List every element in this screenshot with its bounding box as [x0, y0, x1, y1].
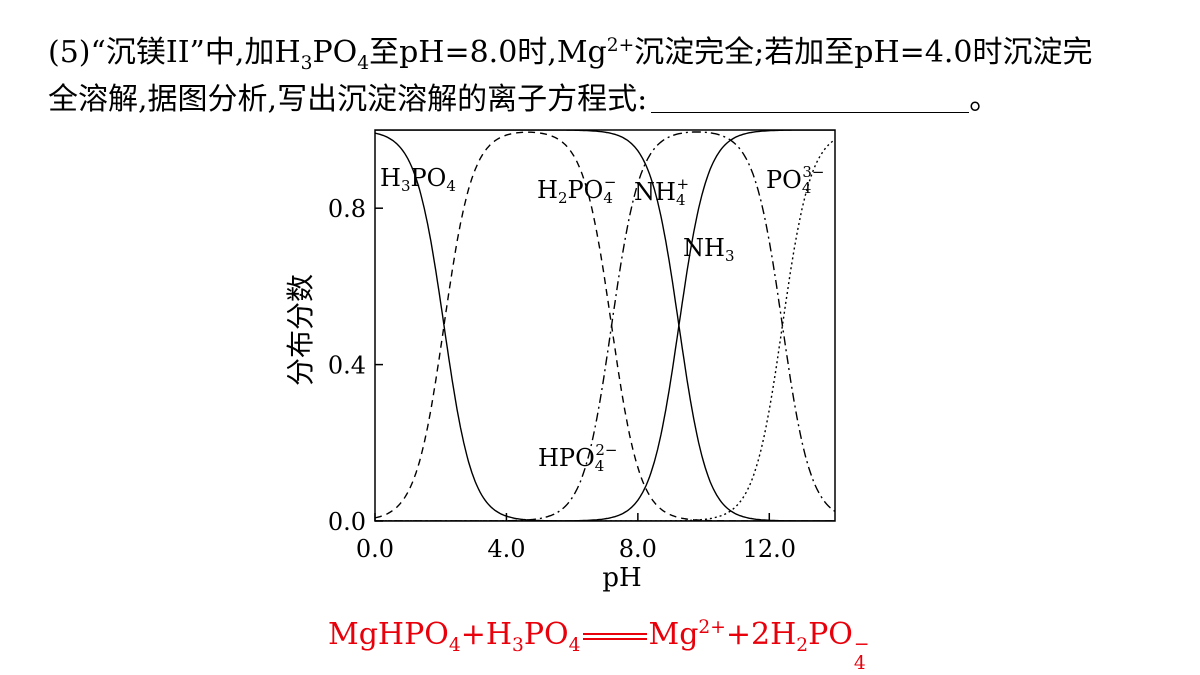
formula-h: H — [274, 35, 301, 70]
answer-sub-4: 2 — [796, 635, 809, 656]
answer-mg: Mg — [648, 617, 699, 652]
label-nh3: NH3 — [683, 234, 734, 265]
curves-group — [375, 130, 835, 521]
answer-charge-2: − — [853, 634, 870, 655]
question-line-2: 全溶解,据图分析,写出沉淀溶解的离子方程式: 。 — [48, 80, 999, 120]
answer-plus-h: +H — [460, 617, 513, 652]
answer-blank[interactable] — [651, 82, 970, 113]
y-tick-label: 0.4 — [328, 352, 366, 380]
answer-equation: MgHPO4+H3PO4 Mg2++2H2PO −4 — [328, 608, 869, 673]
x-tick-label: 8.0 — [619, 535, 657, 563]
answer-plus-2h: +2H — [725, 617, 797, 652]
answer-mghpo: MgHPO — [328, 617, 449, 652]
label-nh4: NH4+ — [634, 175, 689, 209]
series-1-line — [375, 131, 835, 521]
y-tick-label: 0.0 — [328, 508, 366, 536]
question-text-a: 中,加 — [204, 35, 275, 70]
answer-sub-3: 4 — [568, 635, 581, 656]
formula-po: PO — [312, 35, 358, 70]
y-tick-label: 0.8 — [328, 195, 366, 223]
answer-sub-2: 3 — [512, 635, 524, 656]
label-h2po4: H2PO4− — [537, 173, 616, 207]
series-0-line — [375, 132, 835, 521]
quote-name: 沉镁II — [105, 35, 190, 70]
x-tick-label: 4.0 — [487, 535, 525, 563]
answer-sub-1: 4 — [448, 635, 461, 656]
series-5-line — [375, 139, 835, 521]
ticks-group: 0.0 4.0 8.0 12.0 0.0 0.4 0.8 — [328, 195, 796, 563]
question-period: 。 — [969, 82, 1000, 117]
y-axis-label: 分布分数 — [284, 274, 317, 386]
quote-close: ” — [189, 35, 205, 70]
series-2-line — [375, 131, 835, 521]
part-number: (5) — [48, 35, 91, 70]
question-text-d: 全溶解,据图分析,写出沉淀溶解的离子方程式: — [48, 82, 648, 117]
answer-sub-5: 4 — [853, 652, 866, 674]
answer-charge: 2+ — [698, 617, 726, 638]
label-h3po4: H3PO4 — [380, 164, 456, 195]
x-tick-label: 12.0 — [743, 535, 796, 563]
formula-sub-3: 3 — [300, 53, 313, 74]
mg-charge: 2+ — [606, 35, 635, 56]
question-text-c: 沉淀完全;若加至pH=4.0时沉淀完 — [634, 35, 1093, 70]
formula-sub-4: 4 — [357, 53, 370, 74]
x-tick-label: 0.0 — [356, 535, 394, 563]
answer-po-2: PO — [808, 617, 853, 652]
series-3-line — [375, 130, 835, 521]
series-4-line — [375, 130, 835, 521]
question-text-b: 至pH=8.0时,Mg — [369, 35, 607, 70]
answer-po4-charge-stack: −4 — [853, 634, 870, 674]
equals-sign — [582, 632, 647, 640]
x-axis-label: pH — [602, 563, 641, 593]
question-line-1: (5)“沉镁II”中,加H3PO4至pH=8.0时,Mg2+沉淀完全;若加至pH… — [48, 26, 1093, 84]
answer-po: PO — [523, 617, 569, 652]
label-hpo4: HPO42− — [538, 441, 617, 475]
label-po4: PO43− — [766, 163, 825, 197]
quote-open: “ — [90, 35, 106, 70]
